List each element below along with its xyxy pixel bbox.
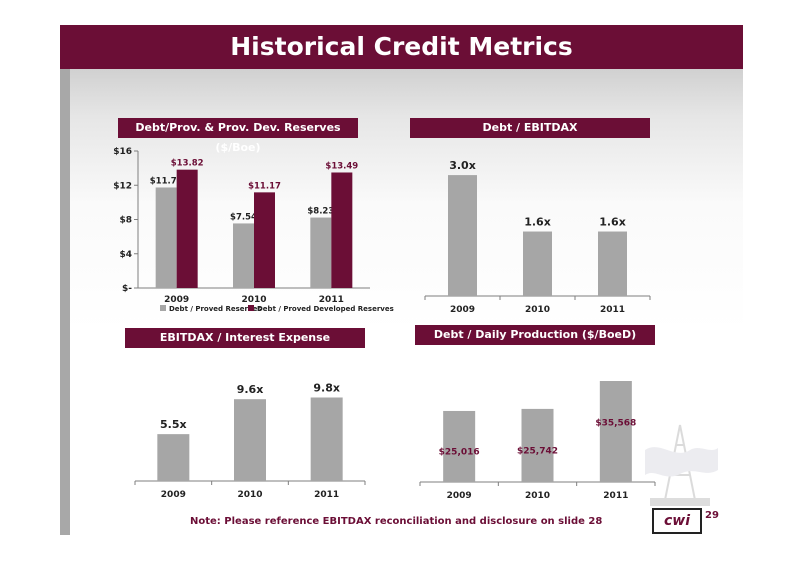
data-label: $8.23	[307, 207, 334, 217]
production-chart: $25,016 2009 $25,742 2010 $35,568 2011	[419, 381, 656, 501]
x-tick-label: 2010	[525, 491, 550, 501]
data-label: $35,568	[595, 419, 636, 429]
slide-title: Historical Credit Metrics	[230, 32, 573, 61]
reserves-chart-title: Debt/Prov. & Prov. Dev. Reserves ($/Boe)	[118, 118, 358, 154]
bar	[598, 231, 627, 296]
data-label: $13.82	[171, 159, 204, 169]
page-number: 29	[705, 510, 719, 521]
bar	[448, 175, 477, 296]
legend-label: Debt / Proved Reserves	[169, 305, 261, 313]
y-tick-label: $4	[119, 250, 132, 260]
bar	[176, 169, 198, 288]
x-tick-label: 2010	[237, 490, 262, 500]
footnote: Note: Please reference EBITDAX reconcili…	[190, 516, 603, 527]
x-tick-label: 2009	[161, 490, 186, 500]
y-tick-label: $16	[113, 147, 132, 157]
x-tick-label: 2010	[241, 295, 266, 305]
bar	[523, 231, 552, 296]
data-label: 1.6x	[599, 216, 626, 229]
data-label: $13.49	[325, 161, 358, 171]
data-label: $11.17	[248, 181, 281, 191]
data-label: 1.6x	[524, 216, 551, 229]
x-tick-label: 2011	[600, 305, 625, 315]
x-tick-label: 2009	[164, 295, 189, 305]
x-tick-label: 2009	[450, 305, 475, 315]
bar	[521, 408, 554, 482]
bar	[157, 434, 190, 481]
bar	[443, 410, 476, 482]
bar	[254, 192, 275, 288]
logo-text: cwi	[663, 513, 691, 529]
bar	[234, 399, 266, 481]
data-label: $25,016	[439, 447, 480, 457]
y-tick-label: $12	[113, 181, 132, 191]
left-accent-bar	[60, 68, 70, 535]
bar	[155, 187, 177, 288]
data-label: 9.6x	[237, 383, 264, 396]
oil-rig-watermark-icon	[645, 424, 718, 506]
data-label: $7.54	[230, 212, 257, 222]
data-label: 9.8x	[313, 381, 340, 394]
data-label: 5.5x	[160, 418, 187, 431]
interest-chart: 5.5x 2009 9.6x 2010 9.8x 2011	[134, 381, 366, 500]
x-tick-label: 2011	[603, 491, 628, 501]
legend-swatch	[160, 305, 166, 311]
bar	[233, 223, 254, 288]
bar	[310, 397, 343, 481]
y-tick-label: $8	[119, 216, 132, 226]
ebitdax-chart-title: Debt / EBITDAX	[410, 118, 650, 138]
data-label: $25,742	[517, 446, 558, 456]
x-tick-label: 2009	[447, 491, 472, 501]
x-tick-label: 2011	[319, 295, 344, 305]
legend-swatch	[248, 305, 254, 311]
interest-chart-title: EBITDAX / Interest Expense	[125, 328, 365, 348]
y-tick-label: $-	[122, 284, 132, 294]
x-tick-label: 2010	[525, 305, 550, 315]
ebitdax-chart: 3.0x 2009 1.6x 2010 1.6x 2011	[424, 159, 651, 315]
x-tick-label: 2011	[314, 490, 339, 500]
production-chart-title: Debt / Daily Production ($/BoeD)	[415, 325, 655, 345]
data-label: $11.74	[150, 176, 183, 186]
bar	[599, 381, 632, 482]
reserves-chart: $- $4 $8 $12 $16 $11.74 $13.82 2009 $7.54 $11.17 2…	[113, 147, 394, 313]
legend-label: Debt / Proved Developed Reserves	[257, 305, 394, 313]
bar	[331, 172, 353, 288]
data-label: 3.0x	[449, 159, 476, 172]
bar	[310, 217, 332, 288]
title-bar	[60, 25, 743, 69]
company-logo: cwi	[652, 508, 702, 534]
